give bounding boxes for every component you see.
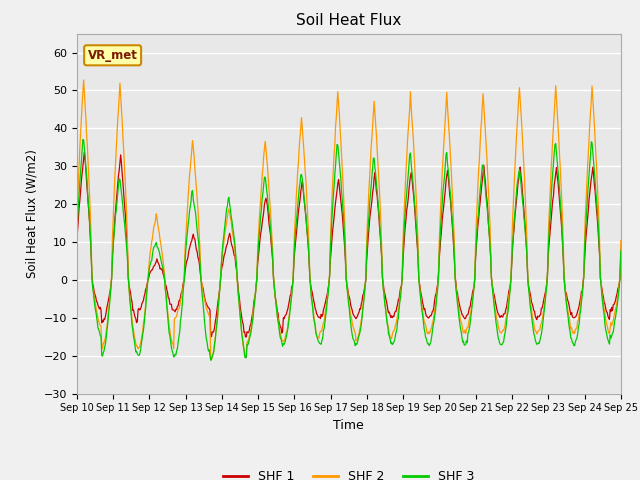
Y-axis label: Soil Heat Flux (W/m2): Soil Heat Flux (W/m2) <box>25 149 38 278</box>
X-axis label: Time: Time <box>333 419 364 432</box>
Line: SHF 3: SHF 3 <box>77 140 621 360</box>
Line: SHF 2: SHF 2 <box>77 80 621 360</box>
SHF 1 <box>223 241 231 247</box>
SHF 3 <box>140 328 147 334</box>
SHF 3 <box>617 248 625 254</box>
SHF 2 <box>617 238 625 243</box>
SHF 1 <box>433 290 440 296</box>
SHF 1 <box>73 239 81 245</box>
SHF 2 <box>224 208 232 214</box>
SHF 3 <box>79 137 86 143</box>
SHF 2 <box>84 144 92 150</box>
SHF 2 <box>417 290 424 296</box>
SHF 3 <box>417 292 424 298</box>
SHF 2 <box>140 321 147 326</box>
Line: SHF 1: SHF 1 <box>77 152 621 337</box>
SHF 2 <box>195 221 202 227</box>
Text: VR_met: VR_met <box>88 49 138 62</box>
SHF 2 <box>433 295 440 301</box>
SHF 1 <box>140 298 147 303</box>
SHF 1 <box>81 149 88 155</box>
SHF 3 <box>73 231 81 237</box>
Legend: SHF 1, SHF 2, SHF 3: SHF 1, SHF 2, SHF 3 <box>218 465 479 480</box>
SHF 2 <box>207 357 214 362</box>
Title: Soil Heat Flux: Soil Heat Flux <box>296 13 401 28</box>
SHF 3 <box>207 358 214 363</box>
SHF 3 <box>224 196 232 202</box>
SHF 1 <box>195 256 202 262</box>
SHF 3 <box>195 240 202 245</box>
SHF 2 <box>73 215 81 221</box>
SHF 3 <box>433 300 440 306</box>
SHF 1 <box>617 254 625 260</box>
SHF 1 <box>242 334 250 340</box>
SHF 1 <box>84 189 92 195</box>
SHF 3 <box>84 185 92 191</box>
SHF 1 <box>417 287 424 292</box>
SHF 2 <box>80 77 88 83</box>
